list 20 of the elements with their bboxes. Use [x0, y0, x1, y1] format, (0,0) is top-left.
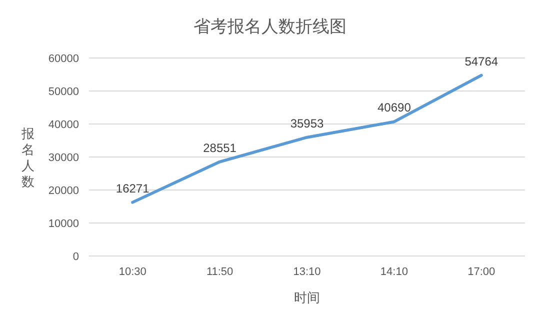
data-label: 16271	[116, 181, 150, 196]
data-label: 35953	[290, 116, 324, 130]
x-tick-label: 14:10	[380, 266, 408, 278]
y-tick-label: 60000	[48, 53, 79, 65]
data-label: 28551	[203, 140, 237, 155]
x-axis-title: 时间	[294, 290, 320, 305]
data-label: 54764	[464, 54, 498, 68]
y-tick-label: 0	[72, 251, 79, 263]
x-tick-label: 11:50	[206, 266, 234, 278]
x-tick-label: 13:10	[293, 266, 321, 278]
data-label: 40690	[378, 100, 412, 115]
y-tick-label: 40000	[48, 119, 79, 131]
y-tick-label: 50000	[48, 86, 79, 98]
chart-title: 省考报名人数折线图	[194, 17, 346, 36]
y-tick-label: 10000	[48, 218, 79, 230]
y-tick-label: 20000	[48, 185, 79, 197]
x-tick-label: 10:30	[118, 266, 146, 278]
y-tick-label: 30000	[48, 152, 79, 164]
x-tick-label: 17:00	[468, 266, 496, 278]
y-axis-title: 报名人数	[20, 126, 34, 189]
